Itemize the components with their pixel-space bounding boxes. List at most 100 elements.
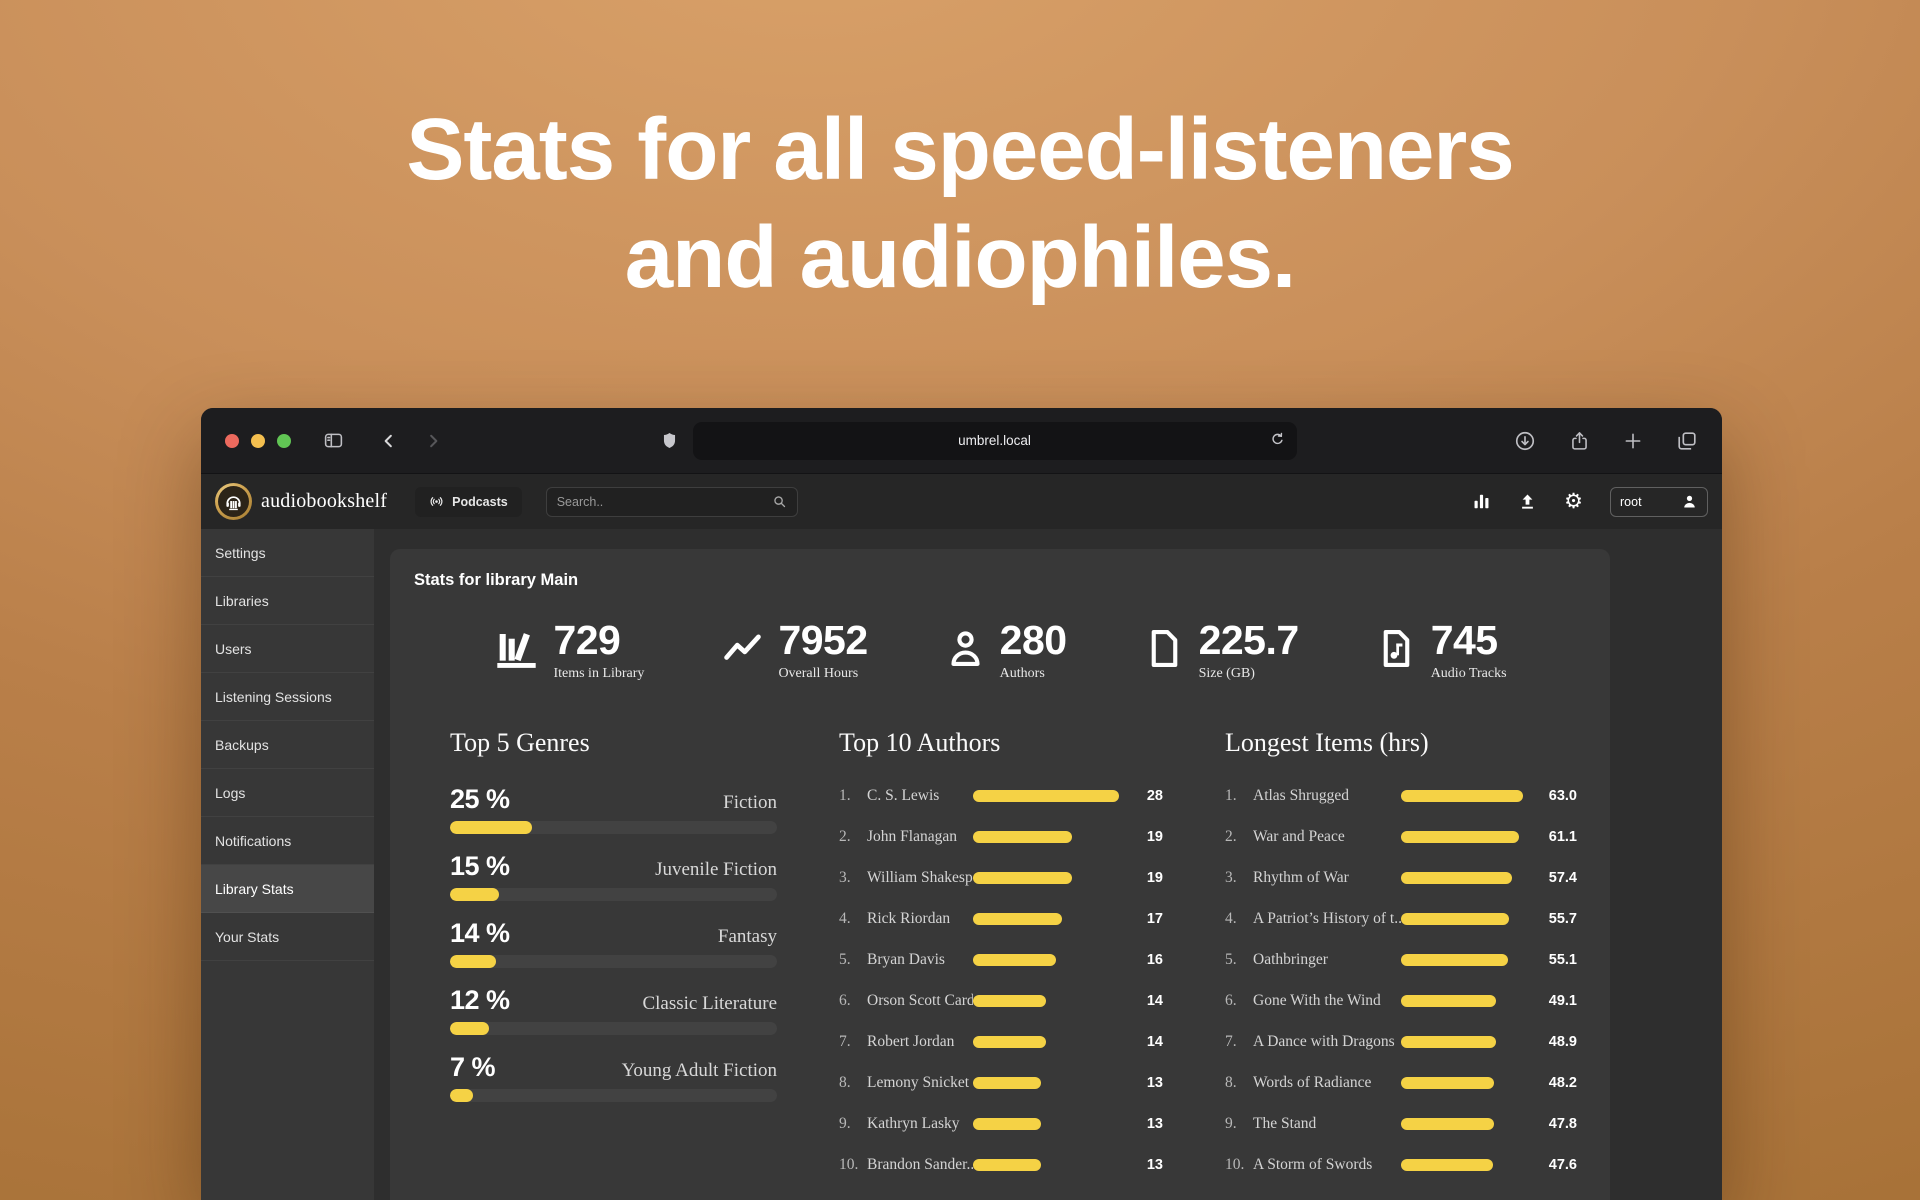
header-icons: ⚙	[1472, 491, 1583, 512]
longest-item-bar-fill	[1401, 1159, 1494, 1171]
back-icon[interactable]	[380, 432, 398, 450]
forward-icon[interactable]	[424, 432, 442, 450]
share-icon[interactable]	[1569, 430, 1590, 452]
downloads-icon[interactable]	[1514, 430, 1536, 452]
author-name: Rick Riordan	[867, 910, 951, 927]
longest-item-bar-track	[1401, 913, 1523, 925]
url-text: umbrel.local	[958, 433, 1031, 448]
stat-overall-hours: 7952 Overall Hours	[720, 620, 868, 682]
longest-item-hours: 55.7	[1548, 911, 1577, 927]
author-rank: 6.	[839, 992, 851, 1009]
close-window-button[interactable]	[225, 433, 239, 448]
sidebar-item[interactable]: Listening Sessions	[201, 673, 374, 721]
longest-item-name: A Dance with Dragons	[1253, 1033, 1395, 1050]
longest-items-section: Longest Items (hrs) 1. Atlas Shrugged	[1225, 728, 1577, 1194]
author-row: 7. Robert Jordan 14	[839, 1030, 1163, 1054]
sidebar-item[interactable]: Libraries	[201, 577, 374, 625]
stat-value: 745	[1430, 617, 1498, 663]
author-bar-track	[973, 1036, 1119, 1048]
search-icon[interactable]	[772, 494, 787, 509]
sidebar-item[interactable]: Your Stats	[201, 913, 374, 961]
traffic-lights	[225, 433, 291, 448]
author-bar-fill	[973, 831, 1073, 843]
longest-item-name: The Stand	[1253, 1115, 1317, 1132]
stats-icon[interactable]	[1472, 492, 1491, 511]
longest-item-row: 4. A Patriot’s History of t... 55.7	[1225, 907, 1577, 931]
audiobookshelf-logo-icon[interactable]	[215, 483, 252, 520]
author-row: 1. C. S. Lewis 28	[839, 784, 1163, 808]
genre-percent: 25 %	[450, 784, 510, 814]
longest-item-rank: 2.	[1225, 828, 1237, 845]
stats-columns: Top 5 Genres 25 % Fiction	[414, 728, 1586, 1194]
author-count: 13	[1146, 1116, 1163, 1132]
longest-item-rank: 10.	[1225, 1156, 1245, 1173]
longest-item-row: 7. A Dance with Dragons 48.9	[1225, 1030, 1577, 1054]
author-count: 14	[1146, 993, 1163, 1009]
settings-gear-icon[interactable]: ⚙	[1564, 489, 1583, 513]
author-bar-track	[973, 995, 1119, 1007]
longest-item-bar-track	[1401, 1118, 1523, 1130]
trend-icon	[720, 626, 765, 676]
address-bar[interactable]: umbrel.local	[692, 421, 1297, 460]
author-rank: 2.	[839, 828, 851, 845]
longest-item-hours: 48.2	[1548, 1075, 1577, 1091]
minimize-window-button[interactable]	[251, 433, 265, 448]
tab-overview-icon[interactable]	[1676, 430, 1698, 452]
genre-name: Classic Literature	[642, 993, 777, 1014]
sidebar-item[interactable]: Notifications	[201, 817, 374, 865]
sidebar-item[interactable]: Users	[201, 625, 374, 673]
sidebar-toggle-icon[interactable]	[323, 430, 344, 451]
longest-item-row: 9. The Stand 47.8	[1225, 1112, 1577, 1136]
toolbar-right	[1514, 430, 1698, 452]
genre-row: 12 % Classic Literature	[450, 985, 777, 1035]
genre-bar-track	[450, 1089, 777, 1102]
author-name: Bryan Davis	[867, 951, 945, 968]
longest-item-name: War and Peace	[1253, 828, 1345, 845]
longest-item-name: Gone With the Wind	[1253, 992, 1381, 1009]
longest-item-name: A Storm of Swords	[1253, 1156, 1373, 1173]
longest-item-rank: 5.	[1225, 951, 1237, 968]
privacy-shield-icon[interactable]	[660, 430, 679, 451]
sidebar-item[interactable]: Library Stats	[201, 865, 374, 913]
podcasts-button[interactable]: Podcasts	[415, 486, 522, 517]
longest-item-name: Oathbringer	[1253, 951, 1328, 968]
author-bar-track	[973, 872, 1119, 884]
author-bar-fill	[973, 790, 1119, 802]
genre-bar-track	[450, 955, 777, 968]
longest-item-row: 6. Gone With the Wind 49.1	[1225, 989, 1577, 1013]
author-rank: 7.	[839, 1033, 851, 1050]
new-tab-icon[interactable]	[1623, 431, 1643, 451]
longest-item-row: 2. War and Peace 61.1	[1225, 825, 1577, 849]
author-bar-fill	[973, 872, 1073, 884]
zoom-window-button[interactable]	[277, 433, 291, 448]
longest-item-hours: 47.8	[1548, 1116, 1577, 1132]
longest-item-bar-track	[1401, 1036, 1523, 1048]
author-name: Brandon Sander...	[867, 1156, 973, 1173]
longest-item-bar-fill	[1401, 913, 1509, 925]
app-header: audiobookshelf Podcasts	[201, 474, 1722, 529]
stat-value: 729	[553, 617, 621, 663]
upload-icon[interactable]	[1518, 492, 1537, 511]
sidebar-item[interactable]: Logs	[201, 769, 374, 817]
podcast-icon	[430, 497, 443, 506]
longest-item-name: Words of Radiance	[1253, 1074, 1372, 1091]
genre-bar-track	[450, 1022, 777, 1035]
longest-item-name: A Patriot’s History of t...	[1253, 910, 1401, 927]
refresh-icon[interactable]	[1269, 431, 1286, 448]
sidebar-item[interactable]: Backups	[201, 721, 374, 769]
search-input[interactable]	[556, 494, 772, 509]
genre-row: 7 % Young Adult Fiction	[450, 1052, 777, 1102]
longest-item-bar-fill	[1401, 872, 1513, 884]
author-name: C. S. Lewis	[867, 787, 940, 804]
author-count: 14	[1146, 1034, 1163, 1050]
author-count: 13	[1146, 1157, 1163, 1173]
longest-item-bar-track	[1401, 995, 1523, 1007]
longest-item-bar-fill	[1401, 1118, 1494, 1130]
browser-window: umbrel.local	[201, 408, 1722, 1200]
audio-file-icon	[1375, 627, 1418, 675]
sidebar-item[interactable]: Settings	[201, 529, 374, 577]
stat-audio-tracks: 745 Audio Tracks	[1375, 620, 1507, 682]
authors-list: 1. C. S. Lewis 28 2.	[839, 784, 1163, 1177]
author-rank: 4.	[839, 910, 851, 927]
user-menu-button[interactable]: root	[1610, 486, 1708, 517]
